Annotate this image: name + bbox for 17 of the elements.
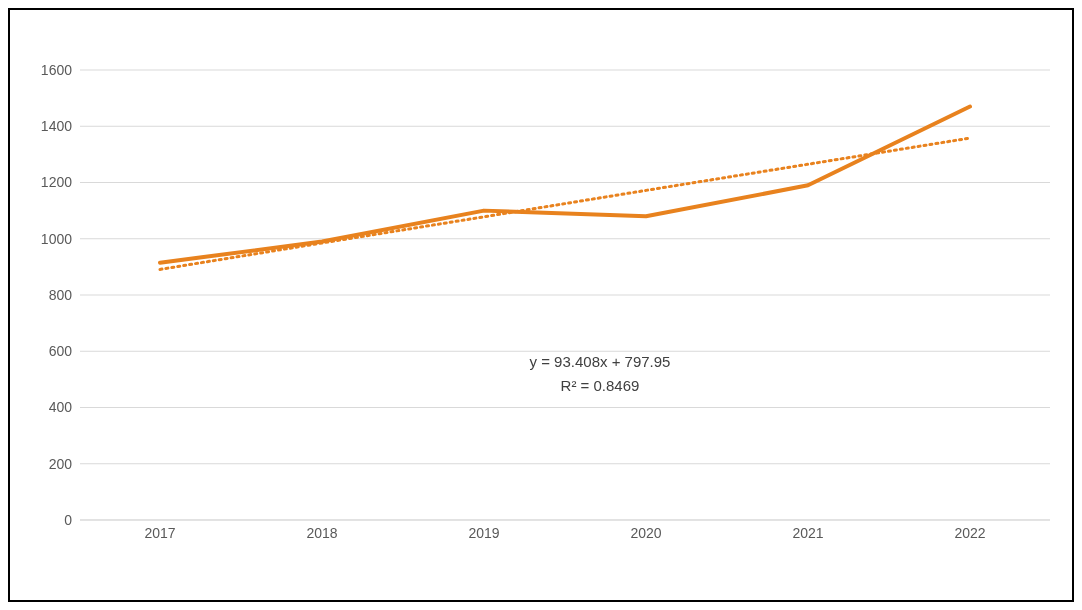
x-tick-label: 2017 (144, 524, 176, 541)
x-tick-label: 2019 (468, 524, 500, 541)
y-tick-label: 200 (48, 455, 73, 472)
y-tick-label: 600 (48, 343, 73, 360)
y-tick-label: 1600 (40, 61, 73, 78)
y-tick-label: 1200 (40, 174, 73, 191)
y-tick-label: 0 (64, 511, 73, 528)
y-tick-label: 800 (48, 286, 73, 303)
x-tick-label: 2022 (954, 524, 986, 541)
x-tick-label: 2018 (306, 524, 338, 541)
y-tick-label: 400 (48, 399, 73, 416)
y-tick-label: 1000 (40, 230, 73, 247)
x-tick-label: 2021 (792, 524, 824, 541)
x-tick-label: 2020 (630, 524, 662, 541)
y-tick-label: 1400 (40, 118, 73, 135)
annotation: R² = 0.8469 (559, 376, 641, 396)
annotation: y = 93.408x + 797.95 (528, 352, 672, 372)
